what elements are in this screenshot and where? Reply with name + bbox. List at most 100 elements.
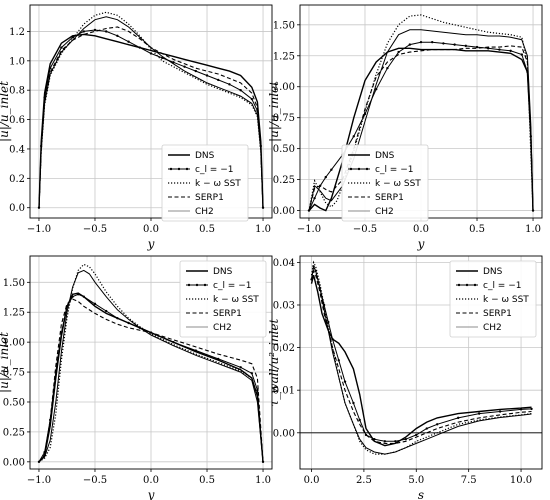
legend-swatch-point [473, 283, 477, 287]
x-tick-label: 0.0 [143, 224, 159, 235]
series-line-3 [308, 14, 534, 211]
x-tick-label: 0.5 [469, 224, 485, 235]
x-tick-label: 10.0 [510, 475, 532, 486]
legend-label-3: k − ω SST [483, 295, 529, 305]
x-tick-label: 0.0 [143, 475, 159, 486]
legend-swatch-point [187, 283, 191, 287]
series-line-4 [308, 45, 534, 211]
series-point [442, 42, 445, 45]
series-line-1 [38, 292, 264, 463]
y-tick-label: 0.50 [273, 144, 295, 155]
legend-label-5: CH2 [213, 323, 232, 333]
legend-swatch-point [203, 283, 207, 287]
legend-label-4: SERP1 [375, 193, 404, 203]
x-tick-label: 5.0 [408, 475, 424, 486]
series-point [397, 50, 400, 54]
series-point [352, 401, 355, 405]
series-point [520, 53, 524, 56]
series-point [104, 309, 108, 313]
x-tick-label: −0.5 [83, 475, 107, 486]
legend-label-2: c_l = −1 [375, 165, 413, 175]
y-tick-label: 0.02 [273, 343, 295, 354]
legend-swatch-point [457, 283, 461, 287]
y-tick-label: 0.50 [3, 397, 25, 408]
y-tick-label: 0.03 [273, 300, 295, 311]
series-point [48, 418, 52, 422]
y-tick-label: 0.2 [9, 174, 25, 185]
series-point [43, 451, 46, 454]
series-point [82, 30, 85, 33]
y-tick-label: 0.04 [273, 258, 295, 269]
series-point [352, 135, 355, 138]
y-axis-label: |u|/u_inlet [267, 81, 281, 142]
y-tick-label: 1.2 [9, 27, 25, 38]
y-tick-label: 0.75 [3, 368, 25, 379]
legend-label-3: k − ω SST [375, 179, 421, 189]
series-group [307, 14, 535, 212]
legend-swatch-point [177, 167, 181, 171]
legend: DNS c_l = −1 k − ω SST SERP1 CH2 [341, 144, 429, 222]
legend-box [449, 260, 537, 338]
x-tick-label: 2.5 [356, 475, 372, 486]
legend-label-3: k − ω SST [213, 295, 259, 305]
plot-frame [299, 255, 543, 470]
series-point [509, 49, 512, 53]
y-tick-label: 1.50 [3, 278, 25, 289]
series-point [194, 349, 198, 352]
series-line-5 [38, 269, 264, 463]
series-point [519, 408, 523, 411]
series-point [487, 47, 490, 50]
series-line-5 [308, 29, 534, 211]
legend-label-5: CH2 [375, 207, 394, 217]
series-point [183, 65, 186, 68]
series-point [250, 97, 254, 101]
x-axis-label: s [418, 488, 424, 500]
x-tick-label: −0.5 [353, 224, 377, 235]
legend-label-5: CH2 [483, 323, 502, 333]
series-point [386, 66, 389, 70]
x-tick-label: −0.5 [83, 224, 107, 235]
series-line-4 [38, 298, 264, 463]
series-line-5 [311, 264, 532, 455]
series-point [374, 88, 378, 91]
x-axis-label: y [147, 237, 155, 251]
series-point [313, 196, 316, 200]
series-point [116, 317, 119, 320]
y-axis-label: |u|/u_inlet [0, 332, 11, 393]
series-point [343, 380, 347, 383]
legend-label-3: k − ω SST [195, 179, 241, 189]
x-tick-label: 0.0 [304, 475, 320, 486]
x-tick-label: 7.5 [461, 475, 477, 486]
legend: DNS c_l = −1 k − ω SST SERP1 CH2 [179, 260, 267, 338]
x-tick-label: 1.0 [255, 475, 271, 486]
y-tick-label: 1.25 [3, 308, 25, 319]
series-point [239, 366, 242, 369]
series-line-3 [310, 260, 532, 455]
legend-swatch-point [465, 283, 469, 287]
series-point [104, 30, 108, 33]
y-axis-label: τ_wall/u²_inlet [267, 319, 281, 407]
legend-label-1: DNS [375, 151, 395, 161]
series-point [239, 89, 242, 92]
series-point [138, 46, 141, 49]
x-axis-label: y [147, 488, 155, 500]
series-point [453, 43, 456, 46]
series-point [358, 418, 361, 422]
series-point [436, 423, 439, 426]
series-point [217, 357, 220, 361]
legend-box [161, 144, 249, 222]
legend-swatch-point [195, 283, 199, 287]
y-axis-label: |u|/u_inlet [0, 81, 11, 142]
series-line-4 [310, 269, 532, 444]
series-point [172, 340, 175, 344]
series-point [48, 66, 52, 70]
y-tick-label: 0.00 [3, 457, 25, 468]
series-point [498, 48, 501, 51]
series-point [324, 175, 327, 179]
series-point [327, 320, 330, 324]
chart-panel-2: −1.0 −0.5 0.0 0.5 1.0 0.00 0.25 0.50 0.75 1.00 1.2… [267, 4, 543, 251]
series-point [149, 52, 153, 55]
series-point [419, 40, 423, 44]
series-point [228, 83, 231, 86]
x-tick-label: 1.0 [525, 224, 541, 235]
